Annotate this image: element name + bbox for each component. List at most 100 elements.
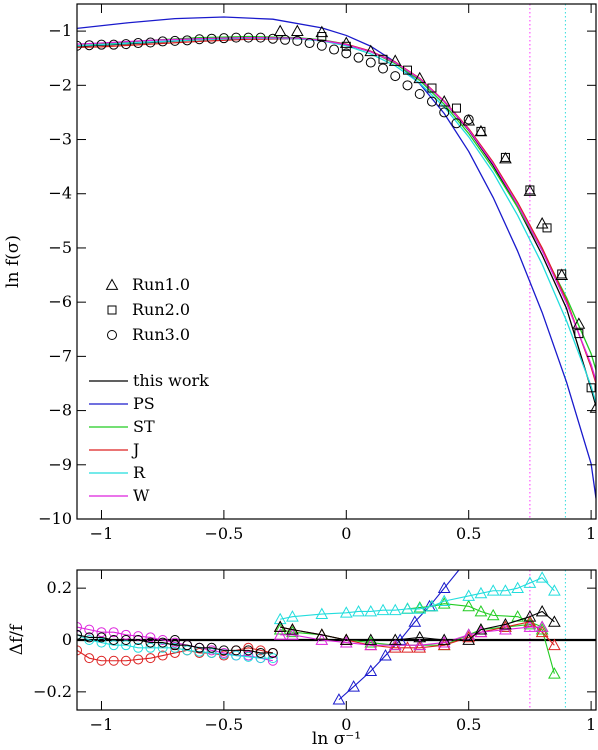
data-point-run3.0 (182, 35, 193, 46)
data-point-this-work (108, 635, 119, 645)
data-point-run2.0 (341, 41, 351, 51)
data-point-this-work (315, 628, 329, 640)
data-point-r (511, 581, 525, 594)
data-point-run3.0 (255, 32, 266, 43)
data-point-this-work (437, 633, 451, 645)
data-point-r (499, 584, 512, 596)
data-point-j (388, 641, 402, 653)
data-point-this-work (77, 629, 82, 640)
data-point-r (376, 603, 390, 616)
x-axis-label: ln σ⁻¹ (312, 729, 361, 749)
data-point-run1.0 (290, 24, 304, 37)
series-line-st (280, 623, 555, 674)
data-point-w (169, 637, 180, 648)
data-point-r (548, 584, 561, 596)
data-point-r (523, 576, 537, 588)
data-point-j (499, 620, 512, 632)
data-point-r (462, 589, 476, 601)
data-point-this-work (339, 633, 353, 645)
x-tick-label: 1 (586, 715, 596, 734)
legend-label: this work (133, 371, 209, 390)
data-point-this-work (499, 617, 512, 630)
data-point-this-work (84, 632, 95, 643)
data-point-w (157, 635, 168, 645)
y-tick-label: 0.2 (47, 578, 72, 597)
data-point-run3.0 (120, 39, 131, 50)
data-point-w (206, 645, 217, 656)
data-point-run1.0 (572, 317, 586, 329)
y-tick-label: −0.2 (33, 682, 72, 701)
data-point-this-work (145, 637, 156, 648)
data-point-r (169, 642, 180, 653)
data-point-w (273, 628, 287, 640)
data-point-st (486, 608, 500, 621)
data-point-j (157, 650, 168, 661)
data-point-run3.0 (402, 80, 413, 91)
data-point-w (120, 629, 131, 640)
y-tick-label: −10 (38, 509, 72, 528)
data-point-r (120, 640, 131, 651)
y-tick-label: −8 (48, 401, 72, 420)
plot-frame (76, 3, 597, 520)
data-point-j (255, 645, 266, 656)
data-point-r (388, 603, 402, 616)
data-point-st (437, 597, 451, 609)
data-point-w (413, 638, 427, 651)
data-point-r (231, 650, 242, 661)
data-point-run3.0 (218, 33, 229, 44)
data-point-ps (364, 664, 378, 677)
data-point-run1.0 (499, 151, 512, 164)
x-tick-label: 0 (341, 715, 351, 734)
data-point-j (96, 655, 107, 666)
data-point-run2.0 (476, 126, 486, 136)
legend-marker-run3.0 (107, 330, 117, 340)
data-point-run3.0 (316, 40, 327, 51)
data-point-r (194, 646, 205, 657)
data-point-run2.0 (525, 185, 535, 195)
x-tick-label: −1 (90, 715, 114, 734)
data-point-run1.0 (388, 54, 402, 66)
data-point-run3.0 (231, 32, 242, 43)
data-point-this-work (194, 642, 205, 653)
data-point-this-work (96, 632, 107, 643)
data-point-run3.0 (292, 35, 303, 46)
data-point-r (255, 653, 266, 664)
main-plot: −1 −0.5 0 0.5 1 −10 −9 −8 −7 −6 −5 −4 −3 −2 −1 ln f(σ) R… (3, 3, 597, 543)
data-point-this-work (120, 635, 131, 645)
data-point-j (145, 653, 156, 664)
data-point-run1.0 (273, 24, 287, 37)
data-point-run1.0 (315, 25, 329, 38)
data-point-run3.0 (329, 44, 340, 55)
data-point-this-work (286, 623, 299, 635)
y-tick-label: −1 (48, 21, 72, 40)
legend-label: Run2.0 (132, 300, 190, 319)
data-point-j (401, 641, 414, 653)
data-point-run3.0 (157, 36, 168, 47)
y-tick-label: −2 (48, 75, 72, 94)
data-point-st (413, 601, 427, 613)
data-point-r (474, 586, 488, 599)
legend-marker-run2.0 (107, 305, 117, 315)
data-point-j (133, 654, 144, 665)
data-point-this-work (535, 604, 549, 617)
data-point-r (535, 571, 549, 583)
data-point-r (145, 642, 156, 653)
x-tick-label: 0.5 (456, 715, 481, 734)
data-point-this-work (474, 623, 488, 635)
data-point-st (286, 625, 299, 638)
data-point-r (486, 584, 500, 596)
data-point-ps (332, 693, 346, 705)
data-point-run3.0 (378, 63, 389, 74)
data-point-r (133, 642, 144, 653)
x-tick-label: −1 (90, 524, 114, 543)
data-point-w (84, 624, 95, 635)
data-point-run2.0 (427, 83, 437, 93)
series-line-r (280, 577, 555, 620)
data-point-run2.0 (451, 103, 461, 113)
data-point-run3.0 (133, 38, 144, 49)
series-line-this-work (77, 37, 596, 407)
residual-plot: −1 −0.5 0 0.5 1 −0.2 0 0.2 Δf/f ln σ⁻¹ (7, 569, 597, 749)
data-point-run3.0 (463, 114, 474, 125)
data-point-r (273, 612, 287, 625)
